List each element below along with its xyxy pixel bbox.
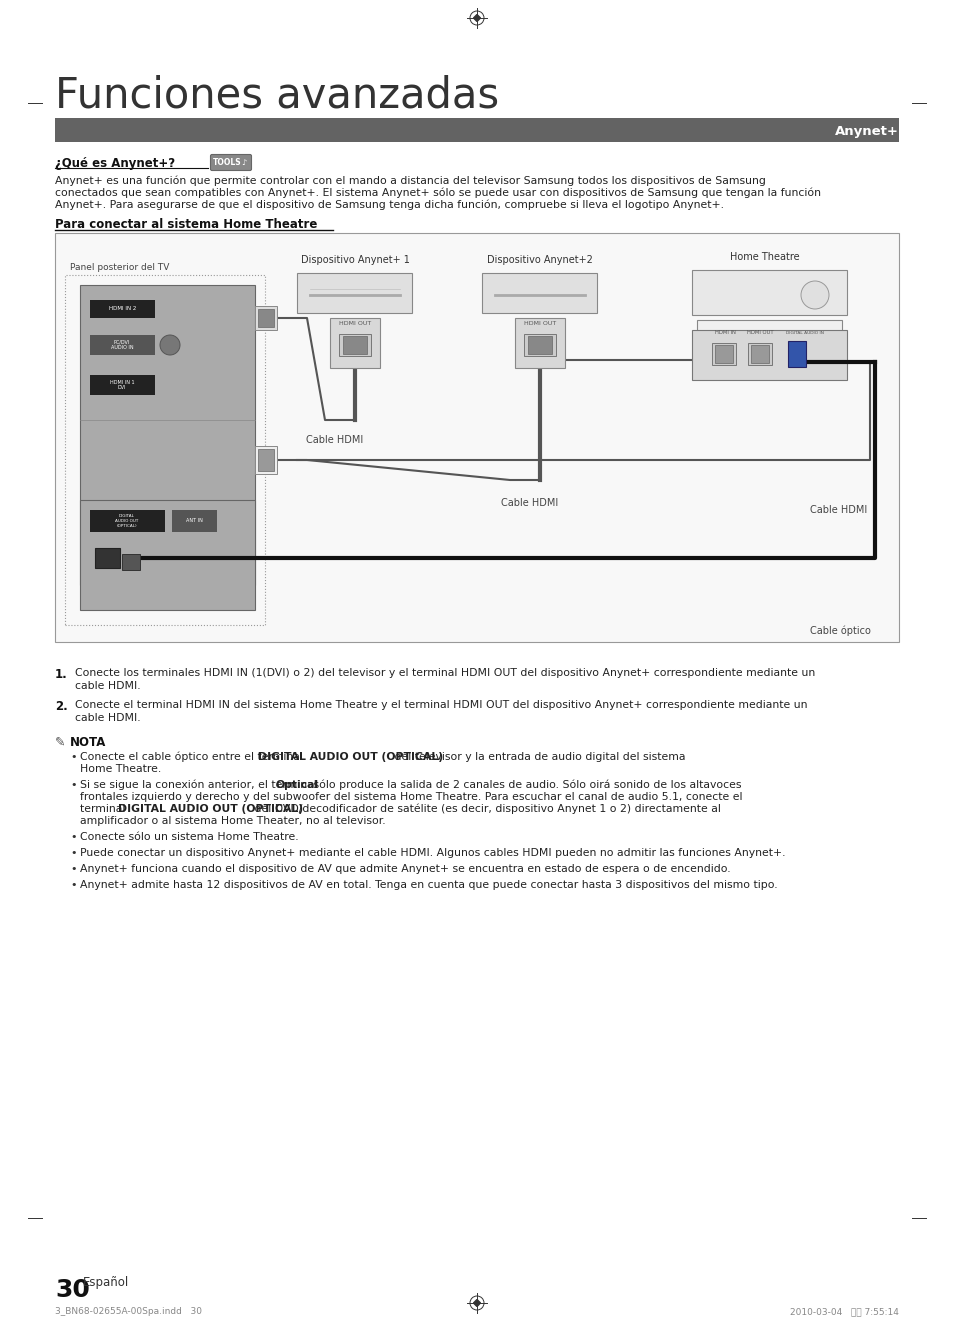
Text: Anynet+ admite hasta 12 dispositivos de AV en total. Tenga en cuenta que puede c: Anynet+ admite hasta 12 dispositivos de …	[80, 880, 777, 890]
Text: Si se sigue la conexión anterior, el terminal: Si se sigue la conexión anterior, el ter…	[80, 779, 320, 790]
Text: Puede conectar un dispositivo Anynet+ mediante el cable HDMI. Algunos cables HDM: Puede conectar un dispositivo Anynet+ me…	[80, 848, 784, 859]
Text: 3_BN68-02655A-00Spa.indd   30: 3_BN68-02655A-00Spa.indd 30	[55, 1306, 202, 1316]
Bar	[747, 343, 771, 365]
Text: DIGITAL
AUDIO OUT
(OPTICAL): DIGITAL AUDIO OUT (OPTICAL)	[115, 514, 138, 527]
Text: NOTA: NOTA	[70, 736, 107, 749]
Text: del DVD/decodificador de satélite (es decir, dispositivo Anynet 1 o 2) directame: del DVD/decodificador de satélite (es de…	[251, 804, 720, 815]
Bar	[527, 336, 552, 354]
Text: 1.: 1.	[55, 668, 68, 682]
Text: Anynet+. Para asegurarse de que el dispositivo de Samsung tenga dicha función, c: Anynet+. Para asegurarse de que el dispo…	[55, 199, 723, 210]
Bar	[692, 330, 846, 380]
Bar	[254, 446, 276, 474]
Text: DIGITAL AUDIO OUT (OPTICAL): DIGITAL AUDIO OUT (OPTICAL)	[258, 752, 443, 762]
Bar	[523, 334, 556, 355]
Bar	[297, 273, 412, 313]
Text: •: •	[70, 880, 76, 890]
Text: Anynet+: Anynet+	[834, 124, 898, 137]
Text: terminal: terminal	[80, 804, 129, 814]
Bar	[65, 275, 265, 625]
Text: cable HDMI.: cable HDMI.	[75, 713, 140, 723]
Text: HDMI OUT: HDMI OUT	[746, 330, 773, 336]
Text: HDMI OUT: HDMI OUT	[338, 321, 371, 326]
Text: Home Theatre: Home Theatre	[729, 252, 799, 262]
Text: PC/DVI
AUDIO IN: PC/DVI AUDIO IN	[111, 339, 133, 350]
Text: Cable HDMI: Cable HDMI	[306, 435, 363, 445]
Text: Optical: Optical	[275, 779, 318, 790]
Text: Español: Español	[83, 1276, 129, 1289]
Bar	[80, 285, 254, 585]
Text: cable HDMI.: cable HDMI.	[75, 682, 140, 691]
Text: DIGITAL AUDIO IN: DIGITAL AUDIO IN	[785, 332, 823, 336]
Bar	[338, 334, 371, 355]
Text: ¿Qué es Anynet+?: ¿Qué es Anynet+?	[55, 157, 175, 170]
Text: Funciones avanzadas: Funciones avanzadas	[55, 75, 498, 118]
Bar	[254, 306, 276, 330]
Bar	[482, 273, 597, 313]
Polygon shape	[473, 1300, 480, 1306]
Bar	[90, 510, 165, 532]
Text: 2010-03-04   오후 7:55:14: 2010-03-04 오후 7:55:14	[789, 1306, 898, 1316]
Text: Cable HDMI: Cable HDMI	[809, 505, 866, 515]
Text: •: •	[70, 779, 76, 790]
Text: del televisor y la entrada de audio digital del sistema: del televisor y la entrada de audio digi…	[391, 752, 684, 762]
Bar	[80, 501, 254, 610]
Circle shape	[801, 281, 828, 309]
Bar	[697, 320, 841, 339]
Text: Conecte los terminales HDMI IN (1(DVI) o 2) del televisor y el terminal HDMI OUT: Conecte los terminales HDMI IN (1(DVI) o…	[75, 668, 815, 678]
Bar	[692, 269, 846, 314]
Bar	[122, 553, 140, 569]
Text: Conecte el terminal HDMI IN del sistema Home Theatre y el terminal HDMI OUT del : Conecte el terminal HDMI IN del sistema …	[75, 700, 806, 709]
Text: Dispositivo Anynet+ 1: Dispositivo Anynet+ 1	[300, 255, 409, 266]
Text: ♪: ♪	[241, 159, 247, 166]
Bar	[172, 510, 216, 532]
Text: DIGITAL AUDIO OUT (OPTICAL): DIGITAL AUDIO OUT (OPTICAL)	[118, 804, 303, 814]
Text: •: •	[70, 864, 76, 875]
Bar	[787, 341, 805, 367]
Text: Para conectar al sistema Home Theatre: Para conectar al sistema Home Theatre	[55, 218, 317, 231]
Bar	[257, 449, 274, 472]
Text: •: •	[70, 752, 76, 762]
Text: Anynet+ es una función que permite controlar con el mando a distancia del televi: Anynet+ es una función que permite contr…	[55, 174, 765, 185]
Text: Anynet+ funciona cuando el dispositivo de AV que admite Anynet+ se encuentra en : Anynet+ funciona cuando el dispositivo d…	[80, 864, 730, 875]
Bar	[750, 345, 768, 363]
Text: ANT IN: ANT IN	[186, 519, 202, 523]
Text: 2.: 2.	[55, 700, 68, 713]
Text: 30: 30	[55, 1277, 90, 1303]
Text: Home Theatre.: Home Theatre.	[80, 764, 161, 774]
Text: HDMI IN: HDMI IN	[714, 330, 735, 336]
Text: HDMI IN 2: HDMI IN 2	[109, 306, 136, 312]
Text: HDMI OUT: HDMI OUT	[523, 321, 556, 326]
Text: Conecte el cable óptico entre el terminal: Conecte el cable óptico entre el termina…	[80, 752, 306, 762]
Text: HDMI IN 1
DVI: HDMI IN 1 DVI	[110, 379, 134, 391]
Circle shape	[160, 336, 180, 355]
Bar	[257, 309, 274, 328]
Bar	[714, 345, 732, 363]
FancyBboxPatch shape	[211, 155, 252, 170]
Text: Panel posterior del TV: Panel posterior del TV	[70, 263, 170, 272]
Text: Cable óptico: Cable óptico	[809, 625, 870, 635]
Text: •: •	[70, 848, 76, 859]
Bar	[330, 318, 379, 369]
Text: conectados que sean compatibles con Anynet+. El sistema Anynet+ sólo se puede us: conectados que sean compatibles con Anyn…	[55, 188, 821, 198]
Text: •: •	[70, 832, 76, 841]
Text: amplificador o al sistema Home Theater, no al televisor.: amplificador o al sistema Home Theater, …	[80, 816, 385, 826]
Bar	[90, 336, 154, 355]
Polygon shape	[473, 15, 480, 21]
Text: Dispositivo Anynet+2: Dispositivo Anynet+2	[487, 255, 593, 266]
Bar	[711, 343, 735, 365]
Bar	[90, 375, 154, 395]
Bar	[95, 548, 120, 568]
Bar	[90, 300, 154, 318]
Bar	[343, 336, 367, 354]
Text: Conecte sólo un sistema Home Theatre.: Conecte sólo un sistema Home Theatre.	[80, 832, 298, 841]
Text: sólo produce la salida de 2 canales de audio. Sólo oirá sonido de los altavoces: sólo produce la salida de 2 canales de a…	[310, 779, 740, 790]
Bar	[55, 232, 898, 642]
Bar	[515, 318, 564, 369]
Text: ✎: ✎	[55, 736, 66, 749]
Text: TOOLS: TOOLS	[213, 159, 241, 166]
Bar	[55, 118, 898, 141]
Text: Cable HDMI: Cable HDMI	[501, 498, 558, 509]
Text: frontales izquierdo y derecho y del subwoofer del sistema Home Theatre. Para esc: frontales izquierdo y derecho y del subw…	[80, 793, 741, 802]
